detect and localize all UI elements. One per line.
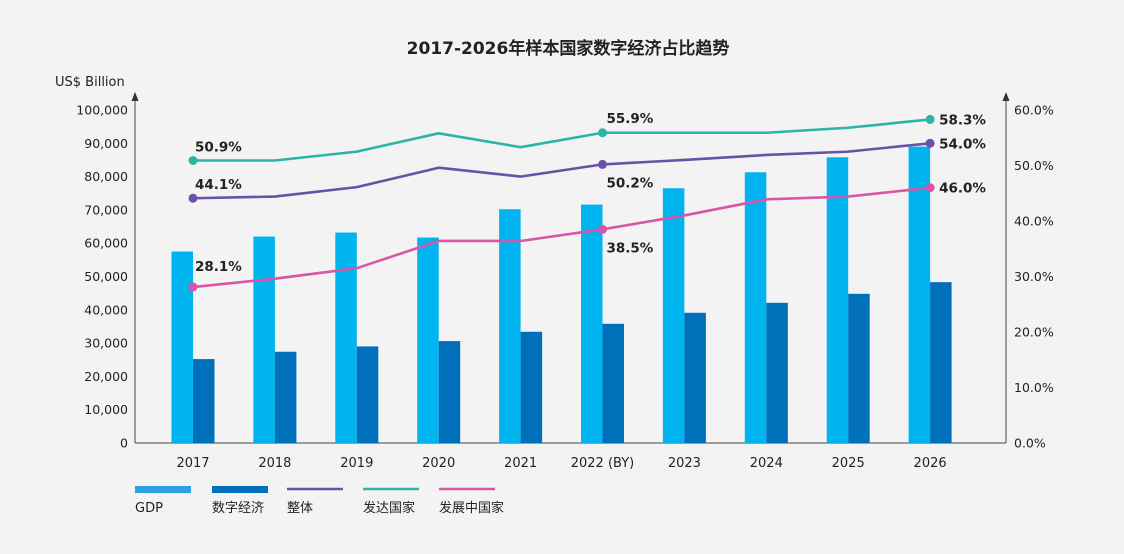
line-marker [925, 114, 935, 124]
x-tick-label: 2018 [258, 456, 291, 471]
data-label: 54.0% [939, 136, 986, 152]
bar-digital-economy [356, 346, 379, 443]
y2-tick-label: 30.0% [1014, 269, 1054, 284]
bar-gdp [499, 209, 521, 443]
y2-tick-label: 40.0% [1014, 214, 1054, 229]
line-series-1 [193, 118, 931, 162]
bar-digital-economy [766, 302, 788, 443]
bar-gdp [826, 157, 849, 443]
x-tick-label: 2023 [668, 456, 701, 471]
y2-tick-label: 0.0% [1014, 436, 1046, 451]
bar-gdp [417, 237, 439, 443]
data-label: 46.0% [939, 181, 986, 197]
line-marker [925, 183, 935, 193]
line-marker [598, 159, 607, 169]
data-label: 58.3% [939, 112, 986, 128]
data-label: 50.2% [607, 175, 654, 191]
bar-gdp [908, 146, 931, 443]
data-label: 50.9% [195, 140, 242, 156]
y2-tick-label: 10.0% [1014, 380, 1054, 395]
x-tick-label: 2017 [176, 456, 209, 471]
bar-gdp [171, 251, 193, 443]
legend-swatch [212, 486, 268, 493]
x-tick-label: 2024 [750, 456, 783, 471]
legend-label: 发达国家 [363, 500, 415, 516]
data-label: 38.5% [607, 240, 654, 256]
y2-tick-label: 20.0% [1014, 325, 1054, 340]
bar-gdp [581, 204, 603, 443]
bar-digital-economy [274, 351, 297, 443]
data-labels: 50.9% 44.1% 28.1% 55.9% 50.2% 38.5% 58.3% 54.0%… [195, 111, 986, 275]
bar-digital-economy [848, 293, 870, 443]
bar-gdp [662, 188, 685, 443]
bars [171, 146, 952, 443]
line-series-2 [192, 186, 931, 289]
bar-digital-economy [520, 331, 543, 443]
y2-axis-arrow [1002, 92, 1010, 101]
bar-gdp [335, 232, 357, 443]
line-series-0 [192, 142, 931, 200]
y-tick-label: 10,000 [84, 402, 128, 417]
lines [188, 114, 935, 292]
line-marker [925, 138, 935, 148]
bar-gdp [253, 236, 275, 443]
x-tick-label: 2020 [422, 456, 455, 471]
line-marker [188, 193, 198, 203]
chart-title: 2017-2026年样本国家数字经济占比趋势 [407, 38, 730, 59]
line-marker [598, 128, 607, 138]
y-tick-label: 20,000 [84, 369, 128, 384]
bar-digital-economy [684, 312, 706, 443]
legend: GDP 数字经济 整体 发达国家 发展中国家 [135, 486, 504, 516]
legend-swatch [135, 486, 191, 493]
y-tick-label: 30,000 [84, 336, 128, 351]
bar-digital-economy [930, 282, 952, 443]
line-marker [598, 224, 607, 234]
x-tick-label: 2022 (BY) [571, 456, 635, 471]
y-tick-label: 70,000 [84, 202, 128, 217]
line-marker [188, 282, 198, 292]
bar-digital-economy [602, 323, 624, 443]
y-tick-label: 80,000 [84, 169, 128, 184]
x-tick-label: 2019 [340, 456, 373, 471]
y-tick-label: 60,000 [84, 236, 128, 251]
y-tick-label: 90,000 [84, 136, 128, 151]
data-label: 55.9% [607, 111, 654, 127]
y2-tick-label: 60.0% [1014, 103, 1054, 118]
bar-digital-economy [193, 359, 215, 443]
y-tick-label: 40,000 [84, 302, 128, 317]
y-tick-label: 0 [120, 436, 128, 451]
bar-digital-economy [438, 341, 461, 443]
y-tick-label: 100,000 [76, 103, 128, 118]
legend-label: 整体 [287, 501, 313, 516]
y2-tick-label: 50.0% [1014, 158, 1054, 173]
axes: 0 10,000 20,000 30,000 40,000 50,000 60,000 70,… [76, 92, 1054, 471]
y-axis-arrow [131, 92, 139, 101]
y-tick-label: 50,000 [84, 269, 128, 284]
legend-label: 数字经济 [212, 501, 264, 516]
bar-gdp [744, 172, 767, 443]
line-marker [188, 156, 198, 166]
x-tick-label: 2026 [914, 456, 947, 471]
legend-label: GDP [135, 501, 163, 516]
data-label: 28.1% [195, 259, 242, 275]
data-label: 44.1% [195, 177, 242, 193]
x-tick-label: 2021 [504, 456, 537, 471]
x-tick-label: 2025 [832, 456, 865, 471]
legend-label: 发展中国家 [439, 500, 504, 516]
y-axis-label: US$ Billion [55, 75, 125, 90]
